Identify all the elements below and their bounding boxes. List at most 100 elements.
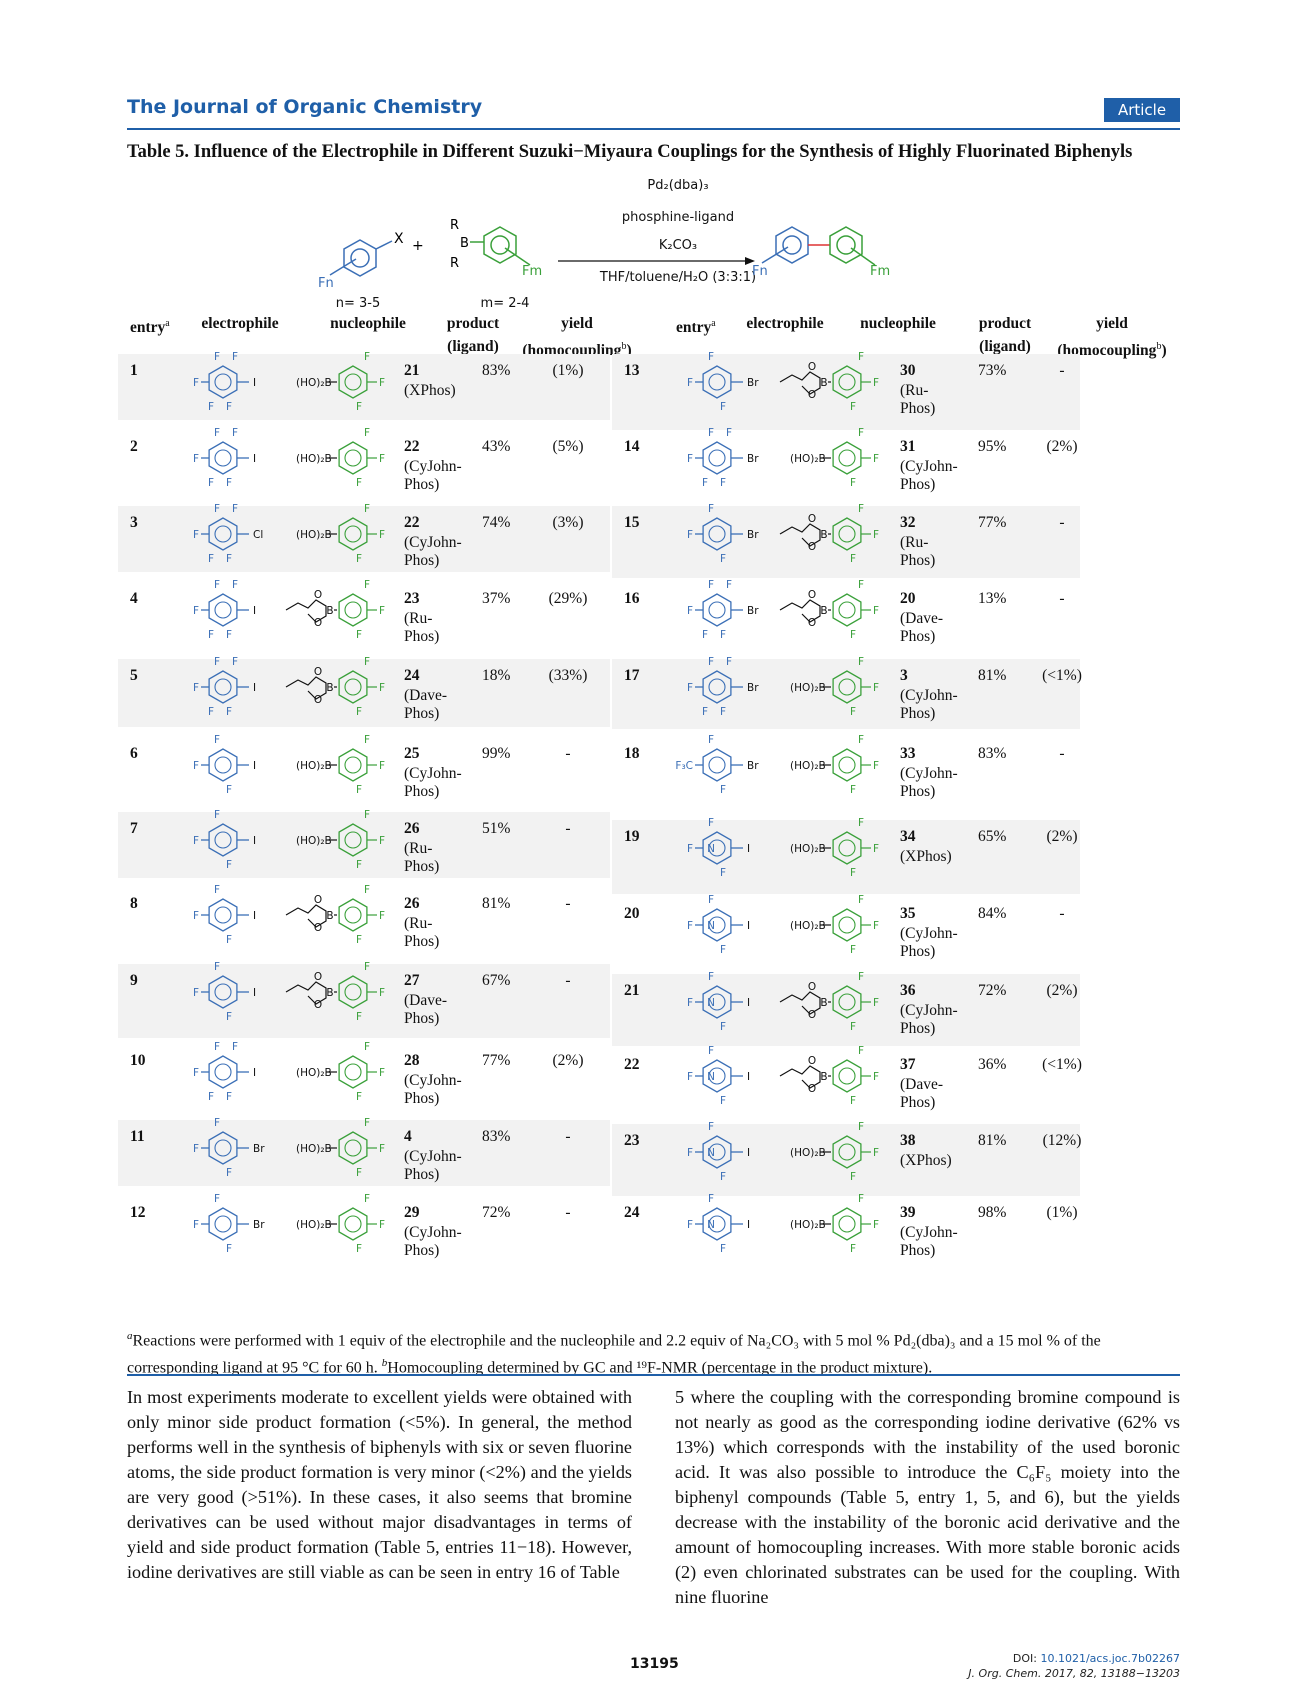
product-number: 33	[900, 745, 916, 762]
homocoupling-value: (1%)	[1046, 1204, 1078, 1221]
homocoupling-value: (2%)	[1046, 828, 1078, 845]
svg-text:(HO)₂B: (HO)₂B	[790, 920, 826, 932]
ligand-name: (CyJohn- Phos)	[404, 1072, 462, 1107]
svg-text:O: O	[808, 541, 816, 553]
svg-text:F: F	[364, 734, 370, 746]
svg-text:I: I	[253, 910, 256, 922]
ligand-name: (Dave- Phos)	[404, 687, 448, 722]
svg-text:F: F	[850, 477, 856, 489]
body-text-right: 5 where the coupling with the correspond…	[675, 1387, 1180, 1607]
entry-number: 23	[624, 1132, 640, 1149]
svg-text:O: O	[314, 694, 322, 706]
svg-text:F: F	[356, 934, 362, 946]
yield-value: 37%	[482, 590, 511, 607]
svg-text:F: F	[356, 1011, 362, 1023]
svg-text:F: F	[702, 706, 708, 718]
yield-value: 77%	[482, 1052, 511, 1069]
svg-text:F: F	[226, 477, 232, 489]
svg-text:F: F	[193, 377, 199, 389]
nucleophile-structure: (HO)₂B F F F	[296, 427, 385, 489]
row-band	[118, 354, 610, 420]
svg-text:F: F	[850, 1243, 856, 1255]
svg-text:Br: Br	[747, 605, 759, 617]
homocoupling-value: -	[565, 745, 571, 762]
svg-text:F: F	[356, 401, 362, 413]
svg-text:(HO)₂B: (HO)₂B	[296, 1143, 332, 1155]
yield-value: 83%	[482, 362, 511, 379]
svg-text:F: F	[873, 843, 879, 855]
electrophile-structure: Br F F F	[193, 1193, 265, 1255]
nucleophile-structure: OBO F F F	[285, 961, 385, 1023]
svg-text:F: F	[232, 1041, 238, 1053]
svg-text:N: N	[707, 997, 715, 1009]
ligand-name: (XPhos)	[900, 1152, 952, 1169]
yield-value: 98%	[978, 1204, 1007, 1221]
svg-text:Br: Br	[747, 377, 759, 389]
svg-text:F: F	[858, 1121, 864, 1133]
svg-text:O: O	[314, 999, 322, 1011]
svg-text:(HO)₂B: (HO)₂B	[790, 1219, 826, 1231]
svg-text:F: F	[356, 1167, 362, 1179]
svg-text:F: F	[687, 605, 693, 617]
svg-text:F: F	[379, 760, 385, 772]
svg-text:B: B	[326, 682, 333, 694]
svg-text:F: F	[214, 427, 220, 439]
entry-number: 19	[624, 828, 640, 845]
journal-title[interactable]: The Journal of Organic Chemistry	[127, 96, 483, 118]
homocoupling-value: (2%)	[1046, 438, 1078, 455]
svg-text:(HO)₂B: (HO)₂B	[790, 1147, 826, 1159]
svg-text:F: F	[364, 579, 370, 591]
svg-text:F: F	[720, 706, 726, 718]
svg-text:F: F	[687, 997, 693, 1009]
product-number: 35	[900, 905, 916, 922]
nucleophile-structure: OBO F F F	[779, 503, 879, 565]
svg-text:F: F	[850, 784, 856, 796]
yield-value: 72%	[978, 982, 1007, 999]
svg-text:O: O	[808, 589, 816, 601]
entry-number: 2	[130, 438, 138, 455]
product-number: 23	[404, 590, 420, 607]
svg-text:F: F	[232, 427, 238, 439]
svg-text:Br: Br	[253, 1143, 265, 1155]
svg-text:F: F	[364, 351, 370, 363]
svg-text:F: F	[208, 553, 214, 565]
condition-ligand: phosphine-ligand	[622, 210, 734, 225]
yield-value: 95%	[978, 438, 1007, 455]
svg-text:F: F	[356, 784, 362, 796]
svg-text:(HO)₂B: (HO)₂B	[296, 453, 332, 465]
ligand-name: (Ru- Phos)	[900, 382, 936, 417]
n-range-label: n= 3-5	[336, 296, 381, 310]
col-nucleophile-right: nucleophile	[860, 315, 936, 332]
doi-link[interactable]: 10.1021/acs.joc.7b02267	[1040, 1652, 1180, 1665]
svg-text:F: F	[687, 1219, 693, 1231]
yield-value: 65%	[978, 828, 1007, 845]
svg-text:Br: Br	[747, 682, 759, 694]
svg-text:F: F	[214, 884, 220, 896]
svg-text:F: F	[873, 920, 879, 932]
svg-text:F: F	[379, 453, 385, 465]
svg-text:(HO)₂B: (HO)₂B	[296, 1219, 332, 1231]
svg-text:O: O	[808, 981, 816, 993]
nucleophile-structure: (HO)₂B F F F	[296, 351, 385, 413]
svg-text:F: F	[720, 1095, 726, 1107]
nucleophile-structure: (HO)₂B F F F	[790, 894, 879, 956]
svg-text:F: F	[858, 656, 864, 668]
svg-text:F: F	[858, 1193, 864, 1205]
svg-text:F: F	[356, 477, 362, 489]
svg-text:F: F	[356, 629, 362, 641]
fn-label-2: Fn	[752, 264, 768, 279]
yield-value: 99%	[482, 745, 511, 762]
yield-value: 51%	[482, 820, 511, 837]
svg-text:F: F	[687, 843, 693, 855]
svg-text:O: O	[808, 361, 816, 373]
article-badge: Article	[1104, 98, 1180, 122]
ligand-name: (Dave- Phos)	[900, 610, 944, 645]
svg-text:F: F	[364, 503, 370, 515]
nucleophile-structure: (HO)₂B F F F	[296, 809, 385, 871]
